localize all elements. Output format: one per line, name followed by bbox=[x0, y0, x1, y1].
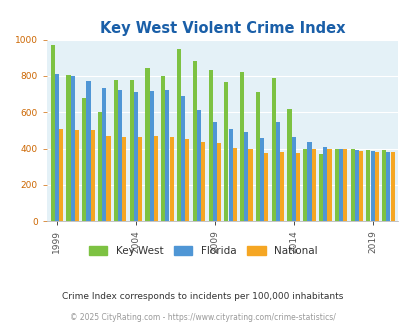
Bar bbox=[342, 149, 346, 221]
Bar bbox=[122, 137, 126, 221]
Bar bbox=[350, 148, 354, 221]
Bar bbox=[291, 137, 295, 221]
Bar bbox=[318, 154, 322, 221]
Bar bbox=[295, 153, 299, 221]
Bar bbox=[165, 90, 169, 221]
Bar bbox=[271, 78, 275, 221]
Bar bbox=[90, 130, 94, 221]
Bar bbox=[311, 149, 315, 221]
Bar bbox=[275, 122, 279, 221]
Bar bbox=[208, 70, 212, 221]
Bar bbox=[129, 81, 133, 221]
Bar bbox=[75, 130, 79, 221]
Bar bbox=[224, 82, 228, 221]
Bar bbox=[390, 152, 394, 221]
Bar bbox=[374, 152, 378, 221]
Bar bbox=[386, 152, 390, 221]
Bar bbox=[216, 143, 220, 221]
Bar bbox=[118, 90, 122, 221]
Bar bbox=[228, 129, 232, 221]
Bar bbox=[255, 92, 259, 221]
Bar bbox=[232, 148, 236, 221]
Bar bbox=[185, 139, 189, 221]
Bar bbox=[177, 49, 181, 221]
Bar bbox=[161, 76, 165, 221]
Title: Key West Violent Crime Index: Key West Violent Crime Index bbox=[99, 21, 344, 36]
Bar bbox=[59, 129, 63, 221]
Bar bbox=[86, 82, 90, 221]
Bar bbox=[192, 61, 196, 221]
Bar bbox=[244, 132, 248, 221]
Bar bbox=[200, 142, 205, 221]
Bar bbox=[322, 147, 326, 221]
Bar bbox=[212, 122, 216, 221]
Bar bbox=[145, 68, 149, 221]
Legend: Key West, Florida, National: Key West, Florida, National bbox=[84, 242, 321, 260]
Bar bbox=[181, 96, 185, 221]
Bar bbox=[51, 45, 55, 221]
Bar bbox=[102, 88, 106, 221]
Bar bbox=[381, 150, 385, 221]
Bar bbox=[239, 72, 244, 221]
Bar bbox=[358, 151, 362, 221]
Bar bbox=[113, 80, 118, 221]
Bar bbox=[279, 152, 284, 221]
Bar bbox=[138, 137, 142, 221]
Text: Crime Index corresponds to incidents per 100,000 inhabitants: Crime Index corresponds to incidents per… bbox=[62, 292, 343, 301]
Bar bbox=[370, 151, 374, 221]
Bar bbox=[354, 150, 358, 221]
Bar bbox=[287, 109, 291, 221]
Bar bbox=[260, 138, 264, 221]
Bar bbox=[153, 136, 158, 221]
Bar bbox=[82, 98, 86, 221]
Text: © 2025 CityRating.com - https://www.cityrating.com/crime-statistics/: © 2025 CityRating.com - https://www.city… bbox=[70, 313, 335, 322]
Bar bbox=[98, 112, 102, 221]
Bar bbox=[134, 92, 138, 221]
Bar bbox=[169, 137, 173, 221]
Bar bbox=[365, 150, 370, 221]
Bar bbox=[307, 142, 311, 221]
Bar bbox=[66, 75, 70, 221]
Bar bbox=[303, 148, 307, 221]
Bar bbox=[248, 149, 252, 221]
Bar bbox=[196, 110, 200, 221]
Bar bbox=[338, 148, 342, 221]
Bar bbox=[106, 136, 110, 221]
Bar bbox=[264, 153, 268, 221]
Bar bbox=[55, 74, 59, 221]
Bar bbox=[326, 148, 331, 221]
Bar bbox=[334, 149, 338, 221]
Bar bbox=[149, 91, 153, 221]
Bar bbox=[70, 76, 75, 221]
